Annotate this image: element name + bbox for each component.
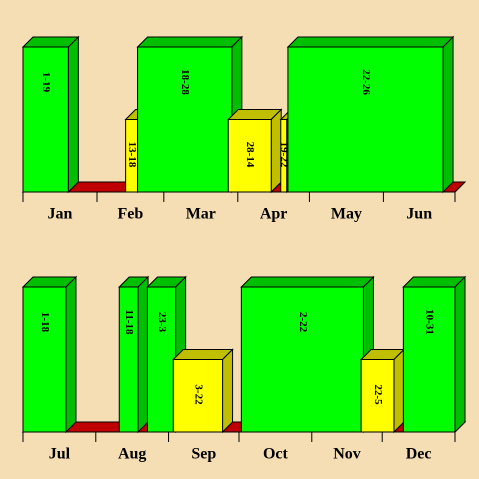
box: 18-28 — [136, 35, 244, 194]
box-label: 3-22 — [192, 384, 204, 405]
box-side — [442, 35, 454, 194]
x-tick-label: Jun — [406, 206, 432, 223]
box-side — [65, 275, 77, 434]
box: 2-22 — [240, 275, 375, 434]
box-label: 22-26 — [360, 69, 372, 95]
box-front — [146, 286, 177, 433]
x-tick-label: Feb — [118, 206, 144, 223]
box: 1-19 — [21, 35, 80, 194]
box-front — [172, 359, 224, 433]
x-tick-label: Sep — [191, 446, 216, 463]
box: 11-18 — [118, 275, 150, 434]
box: 22-5 — [359, 348, 406, 434]
box-side — [393, 348, 405, 434]
x-tick-label: Oct — [263, 446, 289, 463]
box-label: 19-22 — [278, 142, 290, 168]
box-front — [22, 46, 69, 193]
x-tick-label: May — [331, 206, 362, 223]
box-label: 23-3 — [156, 312, 168, 333]
box-top — [402, 276, 467, 288]
box-front — [360, 359, 395, 433]
x-tick-label: Dec — [406, 446, 432, 463]
x-tick-label: Jan — [48, 206, 73, 223]
box-label: 2-22 — [297, 312, 309, 333]
x-tick-label: Jul — [49, 446, 71, 463]
box-front — [240, 286, 364, 433]
x-tick-label: Apr — [260, 206, 288, 223]
box: 1-18 — [21, 275, 78, 434]
box-side — [454, 275, 466, 434]
x-tick-label: Aug — [118, 446, 146, 463]
box-front — [137, 46, 233, 193]
box-top — [136, 36, 244, 48]
box-front — [22, 286, 67, 433]
box-label: 22-5 — [372, 384, 384, 405]
box-label: 11-18 — [123, 309, 135, 335]
box: 22-26 — [286, 35, 455, 194]
box-label: 1-19 — [40, 72, 52, 93]
box-top — [286, 36, 455, 48]
box-side — [222, 348, 234, 434]
box: 28-14 — [227, 108, 283, 194]
box-side — [137, 275, 149, 434]
box-label: 10-31 — [424, 309, 436, 335]
box-front — [287, 46, 444, 193]
box-side — [454, 181, 466, 193]
box-label: 1-18 — [39, 312, 51, 333]
box-top — [240, 276, 375, 288]
x-tick-label: Mar — [186, 206, 216, 223]
x-tick-label: Nov — [333, 446, 361, 463]
box-label: 28-14 — [244, 142, 256, 168]
box: 3-22 — [172, 348, 234, 434]
box-label: 18-28 — [179, 69, 191, 95]
box-side — [67, 35, 79, 194]
box-label: 13-18 — [126, 142, 138, 168]
box-front — [227, 119, 272, 193]
box: 10-31 — [402, 275, 467, 434]
